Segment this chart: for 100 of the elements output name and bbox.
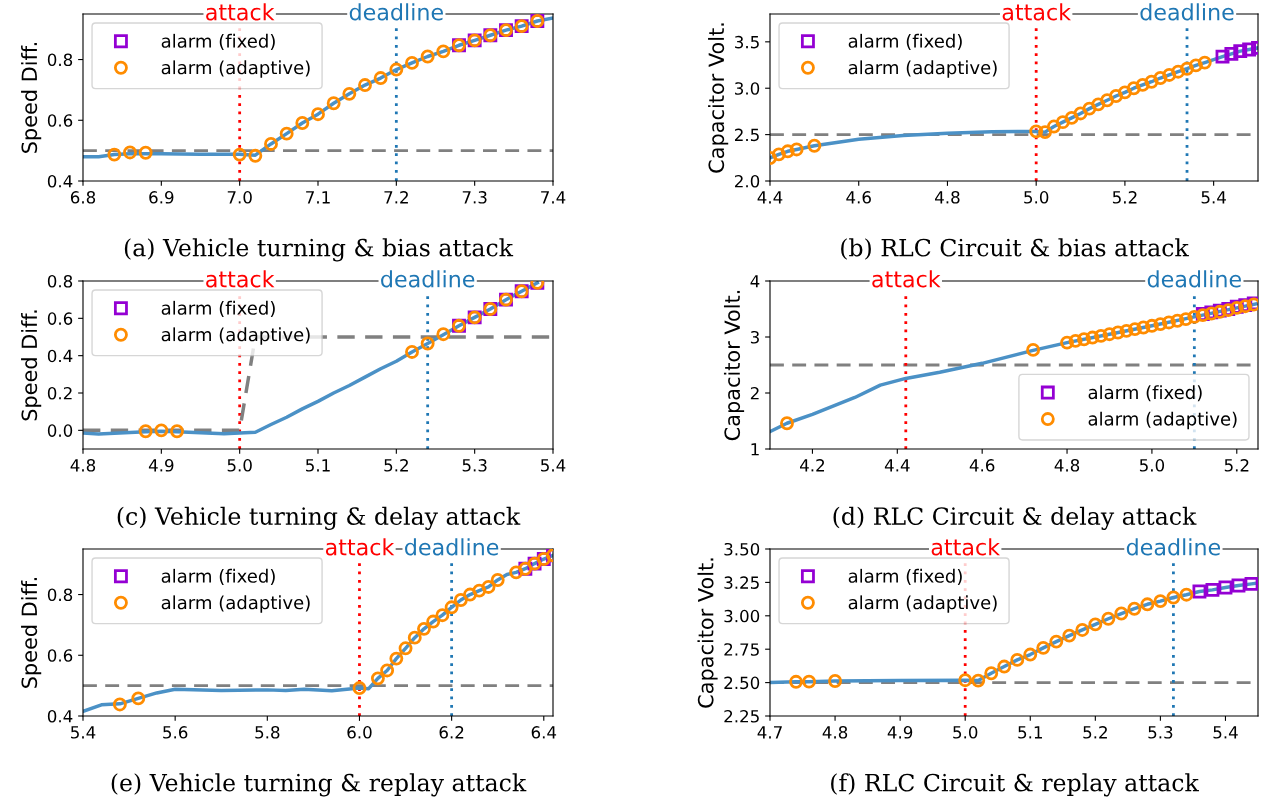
x-tick-label: 5.2 <box>1083 726 1107 739</box>
legend-label: alarm (adaptive) <box>161 327 310 345</box>
ref-line-label: attack <box>206 3 275 21</box>
ref-line-label: attack <box>206 270 275 288</box>
y-tick-label: 0.2 <box>47 386 72 400</box>
y-axis-title: Capacitor Volt. <box>708 23 729 173</box>
ref-line-label: deadline <box>1140 3 1234 21</box>
legend-label: alarm (fixed) <box>848 568 962 585</box>
x-tick-label: 5.0 <box>953 726 978 739</box>
x-tick-label: 5.4 <box>1213 726 1238 739</box>
y-tick-label: 0.6 <box>47 114 73 127</box>
y-tick-label: 1 <box>751 443 759 456</box>
y-tick-label: 2.0 <box>734 174 760 188</box>
y-axis-title: Speed Diff. <box>21 577 42 688</box>
legend-label: alarm (fixed) <box>161 33 275 50</box>
x-tick-label: 4.8 <box>822 726 848 739</box>
y-tick-label: 3.50 <box>724 542 760 556</box>
x-tick-label: 4.6 <box>846 191 871 204</box>
x-tick-label: 5.6 <box>163 726 188 739</box>
x-tick-label: 5.2 <box>1112 191 1137 204</box>
x-tick-label: 7.0 <box>227 191 252 204</box>
ref-line-label: attack <box>872 270 941 288</box>
legend-label: alarm (adaptive) <box>1088 411 1237 430</box>
y-axis-title: Capacitor Volt. <box>697 558 718 708</box>
y-tick-label: 3.25 <box>724 576 759 589</box>
ref-line-label: deadline <box>381 270 475 288</box>
x-tick-label: 5.4 <box>541 459 566 472</box>
x-tick-label: 4.9 <box>887 726 913 739</box>
legend-label: alarm (fixed) <box>161 300 275 317</box>
x-tick-label: 4.8 <box>70 459 96 472</box>
y-tick-label: 0.4 <box>47 349 73 363</box>
x-tick-label: 5.2 <box>384 459 408 472</box>
x-tick-label: 6.2 <box>439 726 464 739</box>
text: (a) Vehicle turning & bias attack <box>124 238 514 262</box>
ref-line-label: attack <box>325 538 395 556</box>
x-tick-label: 5.4 <box>1201 191 1226 204</box>
y-tick-label: 3.00 <box>724 609 760 623</box>
y-tick-label: 0.8 <box>47 588 73 602</box>
text: (b) RLC Circuit & bias attack <box>841 238 1189 260</box>
x-tick-label: 4.6 <box>969 459 995 472</box>
x-tick-label: 5.1 <box>1018 726 1042 739</box>
y-axis-title: Speed Diff. <box>21 310 42 421</box>
ref-line-label: deadline <box>405 538 499 556</box>
x-tick-label: 5.0 <box>227 459 252 472</box>
legend-label: alarm (adaptive) <box>848 595 997 613</box>
x-tick-label: 5.1 <box>306 459 330 472</box>
ref-line-label: deadline <box>349 3 443 21</box>
y-tick-label: 3 <box>750 330 759 344</box>
legend-label: alarm (fixed) <box>1088 385 1202 402</box>
y-tick-label: 0.8 <box>47 53 73 67</box>
x-tick-label: 4.2 <box>800 459 825 472</box>
y-tick-label: 2.50 <box>724 676 760 690</box>
y-tick-label: 2 <box>750 386 759 400</box>
y-tick-label: 0.4 <box>47 709 73 723</box>
y-tick-label: 2.25 <box>724 709 759 723</box>
legend-label: alarm (fixed) <box>161 568 275 585</box>
x-tick-label: 4.8 <box>935 191 960 204</box>
y-tick-label: 4 <box>750 275 760 288</box>
x-tick-label: 6.0 <box>347 726 372 739</box>
y-axis-title: Capacitor Volt. <box>723 290 745 441</box>
x-tick-label: 5.0 <box>1024 191 1049 204</box>
x-tick-label: 4.4 <box>884 459 910 472</box>
x-tick-label: 7.2 <box>384 191 408 204</box>
legend-label: alarm (adaptive) <box>848 60 997 78</box>
y-tick-label: 0.8 <box>47 274 73 288</box>
y-tick-label: 2.75 <box>724 643 759 656</box>
x-tick-label: 6.4 <box>531 726 557 739</box>
text: (f) RLC Circuit & replay attack <box>831 773 1199 797</box>
y-tick-label: 0.4 <box>47 174 73 188</box>
legend-label: alarm (fixed) <box>848 33 962 50</box>
legend-label: alarm (adaptive) <box>161 595 310 613</box>
x-tick-label: 4.7 <box>757 726 782 739</box>
x-tick-label: 4.8 <box>1054 459 1080 472</box>
y-tick-label: 0.0 <box>47 424 73 437</box>
x-tick-label: 5.3 <box>462 459 487 472</box>
x-tick-label: 6.9 <box>149 191 174 204</box>
x-tick-label: 5.0 <box>1139 459 1165 472</box>
x-tick-label: 4.4 <box>757 191 783 204</box>
x-tick-label: 7.4 <box>541 191 566 204</box>
ref-line-label: attack <box>1002 3 1071 21</box>
x-tick-label: 4.9 <box>148 459 174 472</box>
x-tick-label: 7.3 <box>462 191 487 204</box>
ref-line-label: deadline <box>1126 538 1221 556</box>
y-tick-label: 3.5 <box>735 35 759 49</box>
y-tick-label: 0.6 <box>47 649 73 662</box>
x-tick-label: 5.2 <box>1224 459 1249 472</box>
x-tick-label: 7.1 <box>306 191 330 204</box>
text: (e) Vehicle turning & replay attack <box>111 773 527 797</box>
y-tick-label: 3.0 <box>735 82 760 95</box>
x-tick-label: 5.8 <box>255 726 280 739</box>
text: (d) RLC Circuit & delay attack <box>833 506 1197 530</box>
x-tick-label: 5.4 <box>71 726 96 739</box>
y-axis-title: Speed Diff. <box>21 42 42 153</box>
x-tick-label: 5.3 <box>1148 726 1173 739</box>
legend-label: alarm (adaptive) <box>161 60 310 78</box>
ref-line-label: deadline <box>1147 270 1241 288</box>
ref-line-label: attack <box>931 538 1001 556</box>
x-tick-label: 6.8 <box>70 191 96 204</box>
y-tick-label: 2.5 <box>734 128 759 142</box>
text: (c) Vehicle turning & delay attack <box>117 506 521 530</box>
